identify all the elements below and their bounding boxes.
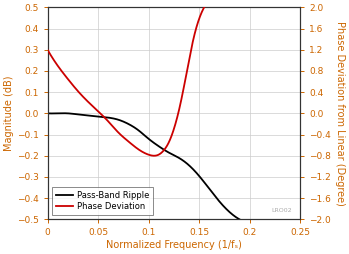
Pass-Band Ripple	[191, 168, 195, 171]
Phase Deviation	[55, 64, 59, 67]
Pass-Band Ripple	[57, 112, 61, 115]
Pass-Band Ripple	[237, 218, 242, 221]
Phase Deviation	[180, 92, 185, 95]
Phase Deviation	[45, 48, 50, 51]
Phase Deviation	[164, 145, 169, 148]
Pass-Band Ripple	[211, 192, 215, 195]
Phase Deviation	[202, 6, 206, 9]
Phase Deviation	[145, 153, 149, 156]
Pass-Band Ripple	[162, 148, 166, 151]
Phase Deviation	[136, 148, 141, 151]
Pass-Band Ripple	[61, 112, 66, 115]
Y-axis label: Phase Deviation from Linear (Degree): Phase Deviation from Linear (Degree)	[335, 21, 345, 206]
Line: Phase Deviation: Phase Deviation	[47, 7, 204, 156]
Legend: Pass-Band Ripple, Phase Deviation: Pass-Band Ripple, Phase Deviation	[52, 187, 153, 215]
Pass-Band Ripple	[168, 152, 172, 155]
Pass-Band Ripple	[45, 112, 50, 115]
X-axis label: Normalized Frequency (1/fₛ): Normalized Frequency (1/fₛ)	[106, 240, 242, 250]
Y-axis label: Magnitude (dB): Magnitude (dB)	[4, 76, 14, 151]
Line: Pass-Band Ripple: Pass-Band Ripple	[47, 113, 239, 219]
Phase Deviation	[152, 154, 156, 157]
Pass-Band Ripple	[157, 145, 161, 148]
Text: LRO02: LRO02	[272, 208, 292, 213]
Phase Deviation	[141, 150, 145, 153]
